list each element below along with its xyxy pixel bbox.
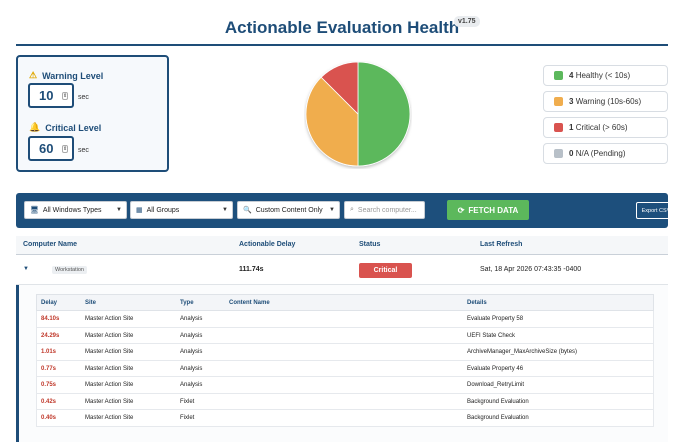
export-csv-button[interactable]: Export CSV (636, 202, 676, 219)
detail-row: 0.77s Master Action Site Analysis Evalua… (36, 360, 654, 377)
col-last-refresh[interactable]: Last Refresh (480, 241, 523, 248)
detail-row: 24.29s Master Action Site Analysis UEFI … (36, 327, 654, 344)
legend-critical: 1 Critical (> 60s) (543, 117, 668, 138)
critical-spinner[interactable]: ⇕ (62, 145, 68, 153)
warning-level-label: ⚠ Warning Level (29, 70, 104, 81)
detail-row: 0.75s Master Action Site Analysis Downlo… (36, 377, 654, 394)
warning-swatch (554, 97, 563, 106)
groups-select[interactable]: ▦ All Groups ▼ (130, 201, 233, 219)
last-refresh-value: Sat, 18 Apr 2026 07:43:35 -0400 (480, 266, 582, 273)
refresh-icon: ⟳ (457, 205, 465, 215)
detail-row: 0.40s Master Action Site Fixlet Backgrou… (36, 410, 654, 427)
legend-na: 0 N/A (Pending) (543, 143, 668, 164)
legend-healthy: 4 Healthy (< 10s) (543, 65, 668, 86)
detail-table-header: Delay Site Type Content Name Details (36, 294, 654, 311)
warning-spinner[interactable]: ⇕ (62, 92, 68, 100)
detail-row: 1.01s Master Action Site Analysis Archiv… (36, 344, 654, 361)
monitor-icon: 🖥 (30, 207, 39, 214)
pie-slice-healthy (357, 61, 411, 167)
threshold-panel: ⚠ Warning Level 10 ⇕ sec 🔔 Critical Leve… (16, 55, 169, 172)
chevron-down-icon: ▼ (222, 207, 228, 213)
pie-slice-warning (305, 76, 359, 167)
warning-unit: sec (78, 94, 89, 101)
status-badge: Critical (359, 263, 412, 278)
col-status[interactable]: Status (359, 241, 381, 248)
critical-level-label: 🔔 Critical Level (29, 122, 102, 133)
detail-table: Delay Site Type Content Name Details 84.… (36, 294, 654, 427)
detail-row: 0.42s Master Action Site Fixlet Backgrou… (36, 393, 654, 410)
chevron-down-icon: ▼ (116, 207, 122, 213)
search-icon: ⌕ (350, 206, 354, 213)
chevron-down-icon: ▼ (329, 207, 335, 213)
na-swatch (554, 149, 563, 158)
detail-row: 84.10s Master Action Site Analysis Evalu… (36, 311, 654, 328)
computer-tag: Workstation (52, 266, 87, 274)
pie-slice-critical (320, 61, 359, 115)
page-title: Actionable Evaluation Health (224, 18, 460, 37)
detail-panel: Delay Site Type Content Name Details 84.… (16, 285, 668, 442)
results-table-header: Computer Name Actionable Delay Status La… (16, 236, 668, 255)
critical-unit: sec (78, 147, 89, 154)
windows-type-select[interactable]: 🖥 All Windows Types ▼ (24, 201, 127, 219)
col-computer-name[interactable]: Computer Name (23, 241, 78, 248)
version-badge: v1.75 (454, 16, 480, 27)
collapse-icon[interactable]: ▼ (23, 266, 29, 272)
col-actionable-delay[interactable]: Actionable Delay (239, 241, 296, 248)
critical-swatch (554, 123, 563, 132)
healthy-swatch (554, 71, 563, 80)
filter-toolbar: 🖥 All Windows Types ▼ ▦ All Groups ▼ 🔍 C… (16, 193, 676, 228)
table-row[interactable]: ▼ Workstation 111.74s Critical Sat, 18 A… (16, 256, 668, 285)
legend-warning: 3 Warning (10s-60s) (543, 91, 668, 112)
group-icon: ▦ (136, 207, 143, 214)
fetch-data-button[interactable]: ⟳ FETCH DATA (447, 200, 529, 220)
health-pie-chart (305, 61, 411, 167)
warning-level-input[interactable]: 10 ⇕ (28, 83, 74, 108)
search-input[interactable]: ⌕ Search computer... (344, 201, 425, 219)
warning-triangle-icon: ⚠ (29, 70, 38, 80)
actionable-delay-value: 111.74s (239, 266, 264, 273)
critical-bell-icon: 🔔 (29, 122, 41, 132)
content-select[interactable]: 🔍 Custom Content Only ▼ (237, 201, 340, 219)
content-icon: 🔍 (243, 207, 252, 214)
critical-level-input[interactable]: 60 ⇕ (28, 136, 74, 161)
page-header: Actionable Evaluation Health v1.75 (16, 12, 668, 46)
